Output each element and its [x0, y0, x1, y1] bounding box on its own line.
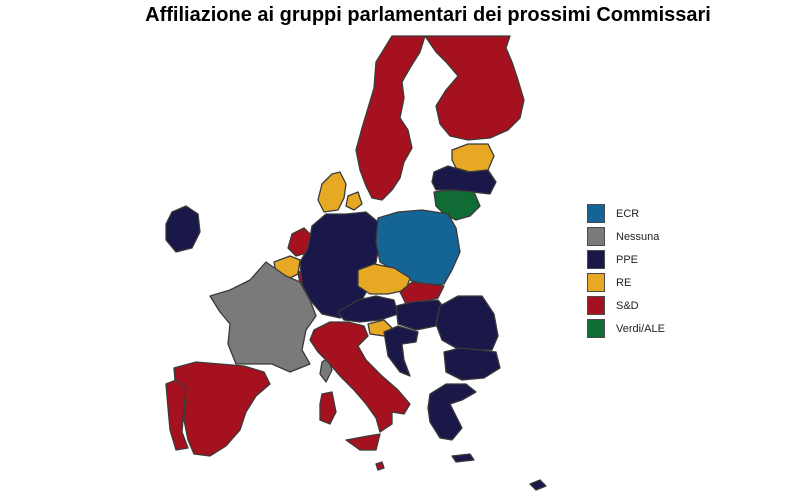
legend-item-sd: S&D [587, 294, 665, 317]
country-latvia [431, 165, 497, 195]
legend-swatch-ppe [587, 250, 605, 269]
country-malta [375, 461, 385, 471]
country-portugal [165, 379, 189, 451]
country-ireland [165, 205, 201, 253]
country-cyprus [529, 479, 547, 491]
legend-label-re: RE [616, 276, 632, 289]
country-lithuania [433, 189, 481, 221]
country-italy [309, 321, 411, 433]
country-greece-crete [451, 453, 475, 463]
legend-swatch-nessuna [587, 227, 605, 246]
legend-swatch-verdi-ale [587, 319, 605, 338]
map-title: Affiliazione ai gruppi parlamentari dei … [145, 4, 711, 26]
country-croatia [383, 325, 419, 377]
legend-item-verdi-ale: Verdi/ALE [587, 317, 665, 340]
legend-swatch-re [587, 273, 605, 292]
legend-item-nessuna: Nessuna [587, 225, 665, 248]
legend-swatch-sd [587, 296, 605, 315]
country-finland [424, 35, 525, 141]
legend: ECR Nessuna PPE RE S&D Verdi/ALE [587, 202, 665, 340]
legend-item-re: RE [587, 271, 665, 294]
legend-item-ppe: PPE [587, 248, 665, 271]
legend-label-verdi-ale: Verdi/ALE [616, 322, 665, 335]
country-germany [299, 211, 381, 319]
legend-label-ppe: PPE [616, 253, 639, 266]
legend-label-ecr: ECR [616, 207, 640, 220]
legend-item-ecr: ECR [587, 202, 665, 225]
country-spain [173, 361, 271, 457]
country-poland [375, 209, 461, 287]
country-bulgaria [443, 347, 501, 381]
legend-label-nessuna: Nessuna [616, 230, 660, 243]
legend-swatch-ecr [587, 204, 605, 223]
country-france [209, 261, 317, 373]
country-italy-sicily [345, 433, 381, 451]
legend-label-sd: S&D [616, 299, 639, 312]
country-romania [435, 295, 499, 351]
country-italy-sardinia [319, 391, 337, 425]
country-denmark-islands [345, 191, 363, 211]
country-estonia [451, 143, 495, 173]
country-greece [427, 383, 477, 441]
country-sweden [355, 35, 426, 201]
country-denmark [317, 171, 347, 213]
